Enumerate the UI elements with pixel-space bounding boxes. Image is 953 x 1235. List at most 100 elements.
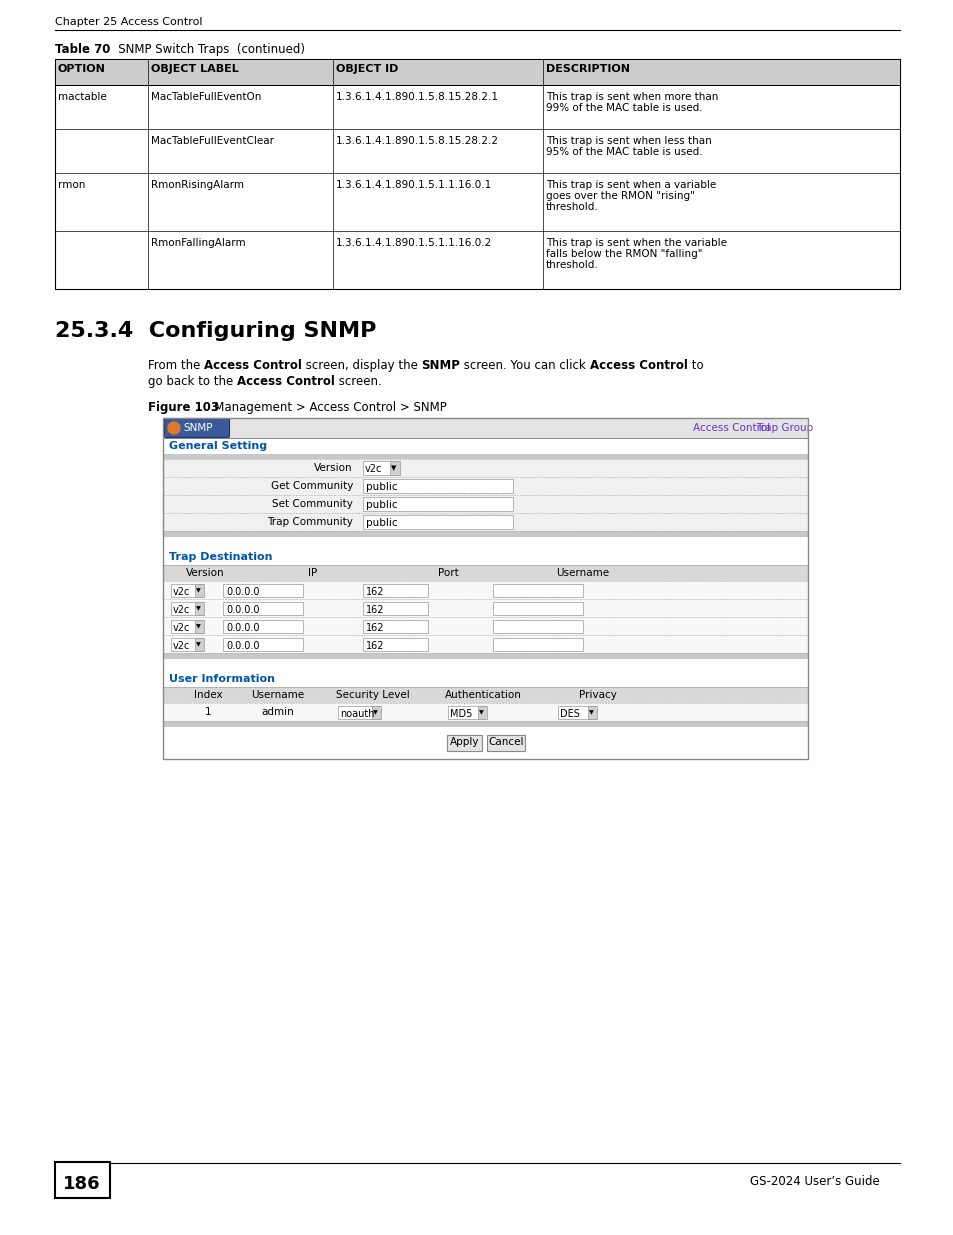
- Text: public: public: [366, 517, 397, 529]
- Bar: [363, 479, 513, 493]
- Text: ▼: ▼: [588, 710, 593, 715]
- Text: v2c: v2c: [172, 622, 191, 634]
- Bar: [163, 454, 807, 459]
- Bar: [171, 584, 203, 597]
- Text: go back to the: go back to the: [148, 375, 236, 388]
- Text: Table 70: Table 70: [55, 43, 111, 56]
- Text: 0.0.0.0: 0.0.0.0: [226, 605, 259, 615]
- Text: SNMP: SNMP: [421, 359, 460, 372]
- Bar: [163, 618, 807, 635]
- Bar: [493, 638, 582, 651]
- Bar: [55, 1162, 110, 1198]
- Bar: [163, 635, 807, 653]
- Text: mactable: mactable: [58, 91, 107, 103]
- Text: v2c: v2c: [172, 587, 191, 597]
- Text: OPTION: OPTION: [58, 64, 106, 74]
- Text: falls below the RMON "falling": falls below the RMON "falling": [545, 249, 701, 259]
- Bar: [363, 601, 428, 615]
- Text: Access Control: Access Control: [236, 375, 335, 388]
- Text: 99% of the MAC table is used.: 99% of the MAC table is used.: [545, 103, 702, 112]
- Bar: [194, 638, 204, 651]
- Text: Cancel: Cancel: [488, 737, 524, 747]
- Bar: [372, 706, 380, 719]
- Text: v2c: v2c: [172, 605, 191, 615]
- Bar: [363, 638, 428, 651]
- Bar: [163, 477, 807, 495]
- Text: This trap is sent when a variable: This trap is sent when a variable: [545, 180, 716, 190]
- Text: From the: From the: [148, 359, 204, 372]
- Text: public: public: [366, 482, 397, 492]
- Text: Set Community: Set Community: [272, 499, 353, 509]
- Text: rmon: rmon: [58, 180, 85, 190]
- Text: ▼: ▼: [195, 606, 200, 611]
- Circle shape: [168, 422, 180, 433]
- Text: v2c: v2c: [172, 641, 191, 651]
- Text: Username: Username: [556, 568, 609, 578]
- Bar: [55, 59, 899, 85]
- Bar: [487, 735, 525, 751]
- Text: to: to: [687, 359, 702, 372]
- Bar: [223, 584, 303, 597]
- Bar: [558, 706, 596, 719]
- Bar: [493, 601, 582, 615]
- Text: MD5: MD5: [450, 709, 472, 719]
- FancyBboxPatch shape: [164, 419, 230, 437]
- Bar: [163, 513, 807, 531]
- Text: Trap Community: Trap Community: [267, 517, 353, 527]
- Bar: [163, 653, 807, 659]
- Text: Get Community: Get Community: [271, 480, 353, 492]
- Bar: [223, 601, 303, 615]
- Bar: [448, 706, 485, 719]
- Text: 1.3.6.1.4.1.890.1.5.8.15.28.2.2: 1.3.6.1.4.1.890.1.5.8.15.28.2.2: [335, 136, 498, 146]
- Text: 0.0.0.0: 0.0.0.0: [226, 587, 259, 597]
- Bar: [363, 515, 513, 529]
- Text: This trap is sent when less than: This trap is sent when less than: [545, 136, 711, 146]
- Text: 162: 162: [366, 605, 384, 615]
- Text: 162: 162: [366, 587, 384, 597]
- Bar: [163, 599, 807, 618]
- Bar: [587, 706, 597, 719]
- Bar: [223, 638, 303, 651]
- Bar: [163, 580, 807, 599]
- Bar: [171, 638, 203, 651]
- Text: ▼: ▼: [195, 588, 200, 593]
- Bar: [493, 584, 582, 597]
- Text: Index: Index: [193, 690, 222, 700]
- Text: GS-2024 User’s Guide: GS-2024 User’s Guide: [749, 1174, 879, 1188]
- Bar: [390, 461, 399, 475]
- Text: Port: Port: [437, 568, 457, 578]
- Bar: [194, 620, 204, 634]
- Text: 1.3.6.1.4.1.890.1.5.1.1.16.0.2: 1.3.6.1.4.1.890.1.5.1.1.16.0.2: [335, 238, 492, 248]
- Text: RmonFallingAlarm: RmonFallingAlarm: [151, 238, 245, 248]
- Text: v2c: v2c: [365, 464, 382, 474]
- Text: OBJECT LABEL: OBJECT LABEL: [151, 64, 238, 74]
- Text: OBJECT ID: OBJECT ID: [335, 64, 398, 74]
- Text: 0.0.0.0: 0.0.0.0: [226, 622, 259, 634]
- Bar: [194, 584, 204, 597]
- Bar: [363, 584, 428, 597]
- Bar: [363, 496, 513, 511]
- Bar: [493, 620, 582, 634]
- Text: ▼: ▼: [195, 624, 200, 629]
- Text: Trap Group: Trap Group: [755, 424, 812, 433]
- Text: 25.3.4  Configuring SNMP: 25.3.4 Configuring SNMP: [55, 321, 376, 341]
- Text: Access Control: Access Control: [692, 424, 769, 433]
- Text: Privacy: Privacy: [578, 690, 617, 700]
- Bar: [171, 601, 203, 615]
- Text: Authentication: Authentication: [444, 690, 521, 700]
- Text: public: public: [366, 500, 397, 510]
- Text: MacTableFullEventClear: MacTableFullEventClear: [151, 136, 274, 146]
- Text: 95% of the MAC table is used.: 95% of the MAC table is used.: [545, 147, 702, 157]
- Text: noauth: noauth: [339, 709, 375, 719]
- Text: IP: IP: [308, 568, 317, 578]
- Bar: [163, 531, 807, 537]
- Text: Version: Version: [314, 463, 353, 473]
- Text: 186: 186: [63, 1174, 101, 1193]
- Bar: [163, 721, 807, 727]
- Bar: [223, 620, 303, 634]
- Text: goes over the RMON "rising": goes over the RMON "rising": [545, 191, 694, 201]
- Text: screen. You can click: screen. You can click: [460, 359, 589, 372]
- Text: This trap is sent when the variable: This trap is sent when the variable: [545, 238, 726, 248]
- Text: Access Control: Access Control: [589, 359, 687, 372]
- Text: Version: Version: [186, 568, 224, 578]
